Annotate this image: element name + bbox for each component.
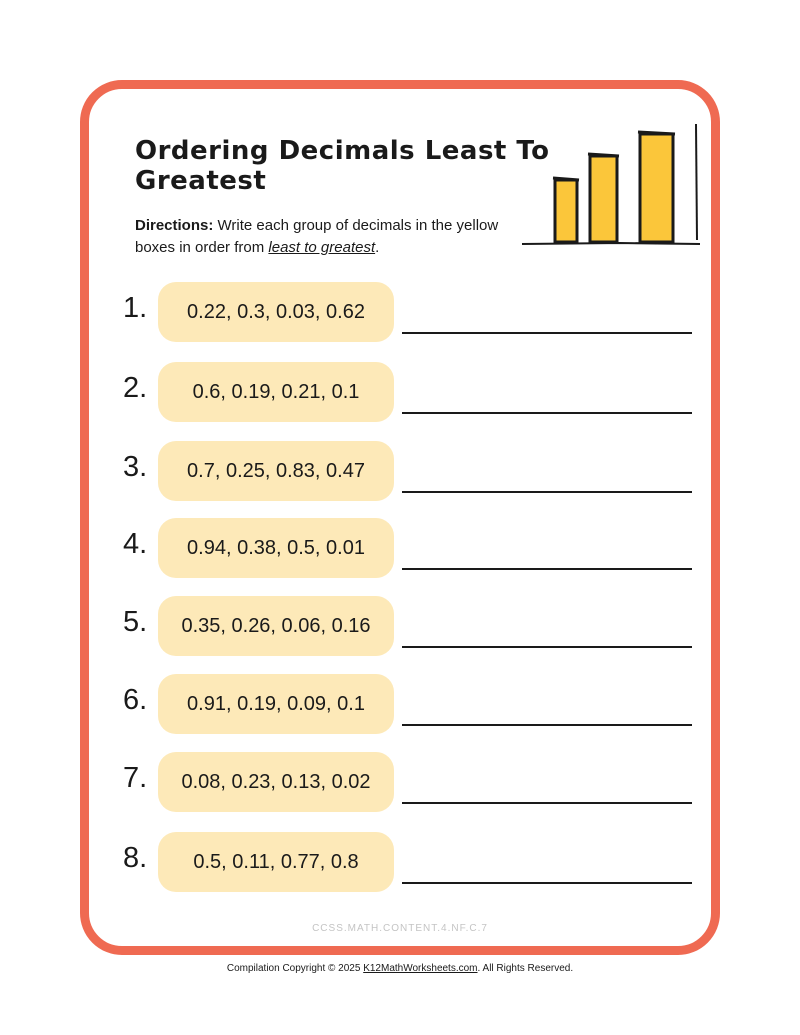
answer-line[interactable] bbox=[402, 491, 692, 493]
standard-code: CCSS.MATH.CONTENT.4.NF.C.7 bbox=[312, 923, 488, 934]
directions-emphasis: least to greatest bbox=[268, 239, 376, 256]
answer-line[interactable] bbox=[402, 802, 692, 804]
answer-line[interactable] bbox=[402, 882, 692, 884]
decimal-box: 0.94, 0.38, 0.5, 0.01 bbox=[158, 518, 394, 578]
problem-row: 2. 0.6, 0.19, 0.21, 0.1 bbox=[115, 362, 705, 422]
problem-row: 1. 0.22, 0.3, 0.03, 0.62 bbox=[115, 282, 705, 342]
bar-chart-icon bbox=[521, 123, 701, 245]
problem-number: 8. bbox=[123, 842, 148, 874]
decimal-box: 0.22, 0.3, 0.03, 0.62 bbox=[158, 282, 394, 342]
decimal-box: 0.35, 0.26, 0.06, 0.16 bbox=[158, 596, 394, 656]
problem-row: 5. 0.35, 0.26, 0.06, 0.16 bbox=[115, 596, 705, 656]
directions-end: . bbox=[375, 239, 380, 256]
decimal-box: 0.91, 0.19, 0.09, 0.1 bbox=[158, 674, 394, 734]
answer-line[interactable] bbox=[402, 332, 692, 334]
problem-row: 8. 0.5, 0.11, 0.77, 0.8 bbox=[115, 832, 705, 892]
problem-row: 3. 0.7, 0.25, 0.83, 0.47 bbox=[115, 441, 705, 501]
problem-number: 3. bbox=[123, 451, 148, 483]
directions: Directions: Write each group of decimals… bbox=[135, 215, 515, 259]
decimal-box: 0.08, 0.23, 0.13, 0.02 bbox=[158, 752, 394, 812]
decimal-box: 0.5, 0.11, 0.77, 0.8 bbox=[158, 832, 394, 892]
problem-number: 5. bbox=[123, 606, 148, 638]
problem-number: 4. bbox=[123, 528, 148, 560]
problem-row: 6. 0.91, 0.19, 0.09, 0.1 bbox=[115, 674, 705, 734]
answer-line[interactable] bbox=[402, 724, 692, 726]
copyright-prefix: Compilation Copyright © 2025 bbox=[226, 963, 364, 974]
problem-number: 6. bbox=[123, 684, 148, 716]
problem-number: 7. bbox=[123, 762, 148, 794]
answer-line[interactable] bbox=[402, 646, 692, 648]
copyright-suffix: . All Rights Reserved. bbox=[477, 963, 574, 974]
directions-label: Directions: bbox=[135, 217, 214, 234]
problem-number: 2. bbox=[123, 372, 148, 404]
problem-row: 4. 0.94, 0.38, 0.5, 0.01 bbox=[115, 518, 705, 578]
problem-number: 1. bbox=[123, 292, 148, 324]
worksheet-title: Ordering Decimals Least To Greatest bbox=[135, 136, 550, 196]
answer-line[interactable] bbox=[402, 568, 692, 570]
copyright-link[interactable]: K12MathWorksheets.com bbox=[363, 963, 478, 974]
copyright: Compilation Copyright © 2025 K12MathWork… bbox=[0, 963, 800, 974]
answer-line[interactable] bbox=[402, 412, 692, 414]
decimal-box: 0.7, 0.25, 0.83, 0.47 bbox=[158, 441, 394, 501]
directions-text: Write each group of decimals in the yell… bbox=[135, 217, 499, 256]
decimal-box: 0.6, 0.19, 0.21, 0.1 bbox=[158, 362, 394, 422]
problem-row: 7. 0.08, 0.23, 0.13, 0.02 bbox=[115, 752, 705, 812]
